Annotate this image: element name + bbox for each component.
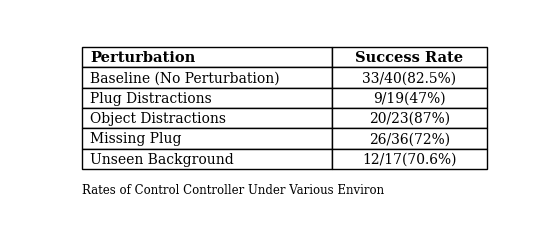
Bar xyxy=(331,68,488,88)
Bar xyxy=(331,48,488,68)
Text: 20/23(87%): 20/23(87%) xyxy=(369,112,450,126)
Bar xyxy=(82,129,331,149)
Text: Plug Distractions: Plug Distractions xyxy=(90,91,212,105)
Text: Rates of Control Controller Under Various Environ: Rates of Control Controller Under Variou… xyxy=(82,183,385,196)
Text: 9/19(47%): 9/19(47%) xyxy=(373,91,446,105)
Bar xyxy=(82,108,331,129)
Bar xyxy=(82,48,331,68)
Text: Object Distractions: Object Distractions xyxy=(90,112,226,126)
Bar xyxy=(331,129,488,149)
Bar xyxy=(331,149,488,169)
Text: Perturbation: Perturbation xyxy=(90,51,195,65)
Text: Success Rate: Success Rate xyxy=(355,51,464,65)
Bar xyxy=(331,88,488,108)
Text: 12/17(70.6%): 12/17(70.6%) xyxy=(363,152,456,166)
Bar xyxy=(82,88,331,108)
Text: Missing Plug: Missing Plug xyxy=(90,132,182,146)
Text: 33/40(82.5%): 33/40(82.5%) xyxy=(363,71,456,85)
Bar xyxy=(82,68,331,88)
Text: Baseline (No Perturbation): Baseline (No Perturbation) xyxy=(90,71,280,85)
Bar xyxy=(331,108,488,129)
Bar xyxy=(82,149,331,169)
Text: Unseen Background: Unseen Background xyxy=(90,152,234,166)
Text: 26/36(72%): 26/36(72%) xyxy=(369,132,450,146)
